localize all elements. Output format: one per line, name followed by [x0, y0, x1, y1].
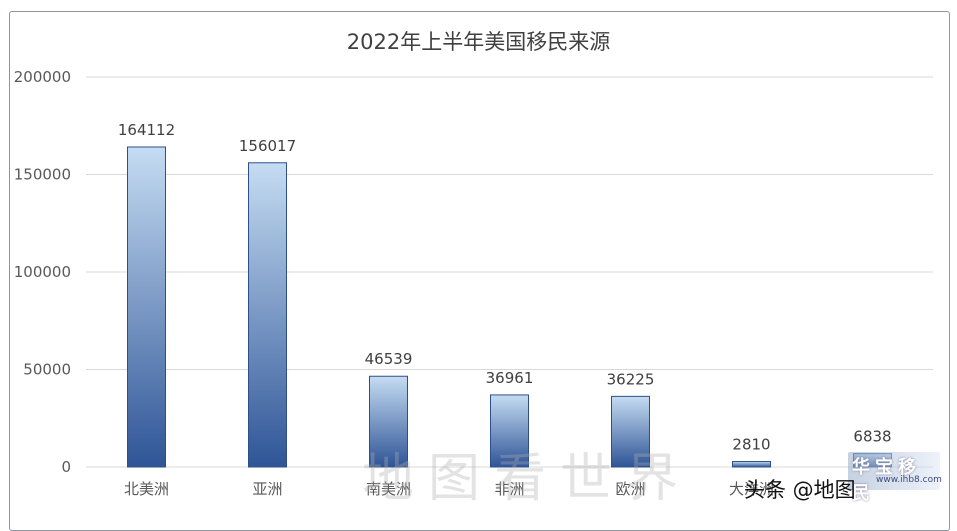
data-label: 164112 — [118, 121, 175, 139]
data-label: 6838 — [853, 428, 891, 446]
data-label: 46539 — [365, 350, 413, 368]
bar — [611, 395, 650, 468]
bar — [127, 146, 166, 468]
bar — [732, 461, 771, 468]
chart-title: 2022年上半年美国移民来源 — [346, 30, 611, 54]
bar — [490, 394, 529, 468]
logo-text: 华宝移民 — [852, 457, 921, 504]
x-tick-label: 欧洲 — [615, 480, 645, 498]
x-tick-label: 南美洲 — [366, 480, 411, 498]
data-label: 36961 — [486, 369, 534, 387]
bar — [369, 375, 408, 468]
y-tick-label: 0 — [61, 458, 71, 476]
data-label: 2810 — [732, 436, 770, 454]
brand-logo: 华宝移民 www.ihb8.com — [848, 452, 942, 504]
x-tick-label: 非洲 — [494, 480, 524, 498]
x-tick-label: 大洋洲 — [729, 480, 774, 498]
y-tick-label: 150000 — [14, 166, 71, 184]
data-label: 156017 — [239, 137, 296, 155]
x-tick-label: 北美洲 — [124, 480, 169, 498]
x-tick-label: 亚洲 — [252, 480, 282, 498]
y-tick-label: 200000 — [14, 68, 71, 86]
bar-chart: 0 50000 100000 150000 200000 164112 北美洲 156017 亚… — [14, 68, 933, 498]
credit-text: 头条 @地图 — [744, 478, 856, 502]
bar — [248, 162, 287, 468]
y-tick-label: 50000 — [23, 361, 71, 379]
logo-url: www.ihb8.com — [876, 475, 942, 485]
data-label: 36225 — [607, 370, 655, 388]
y-tick-label: 100000 — [14, 263, 71, 281]
